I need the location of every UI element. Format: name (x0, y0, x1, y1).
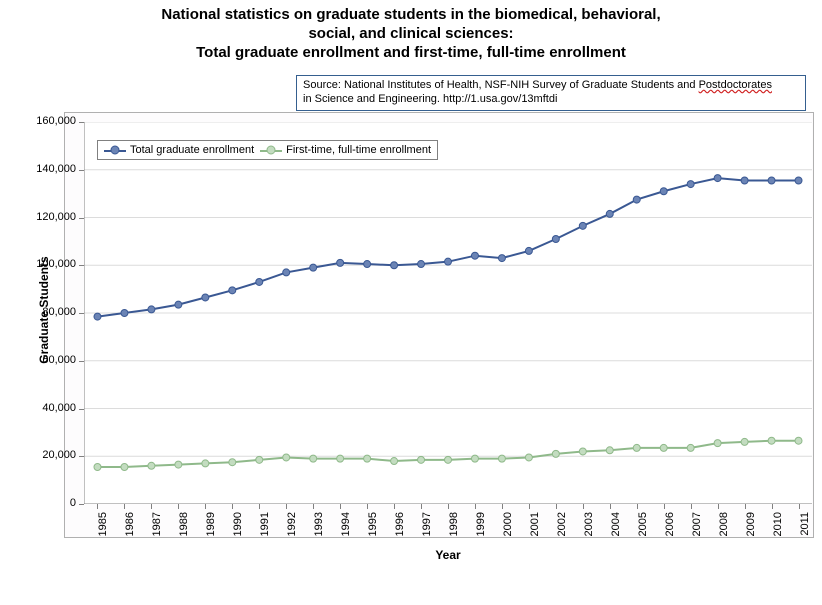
x-tick-mark (745, 504, 746, 509)
legend-label: Total graduate enrollment (130, 144, 254, 156)
x-tick-mark (691, 504, 692, 509)
x-tick-label: 2003 (583, 512, 595, 542)
y-tick-mark (79, 504, 84, 505)
x-tick-mark (367, 504, 368, 509)
x-tick-label: 1997 (421, 512, 433, 542)
x-tick-mark (313, 504, 314, 509)
x-tick-mark (394, 504, 395, 509)
x-tick-label: 1990 (232, 512, 244, 542)
legend-swatch (104, 145, 126, 155)
y-tick-label: 140,000 (26, 163, 76, 175)
title-line3: Total graduate enrollment and first-time… (196, 44, 626, 61)
x-tick-mark (772, 504, 773, 509)
x-tick-label: 1994 (340, 512, 352, 542)
y-tick-mark (79, 313, 84, 314)
x-tick-mark (205, 504, 206, 509)
x-axis-title: Year (84, 548, 812, 562)
x-tick-label: 1986 (124, 512, 136, 542)
y-tick-label: 40,000 (26, 402, 76, 414)
x-tick-mark (421, 504, 422, 509)
x-tick-mark (232, 504, 233, 509)
x-tick-mark (502, 504, 503, 509)
y-tick-mark (79, 456, 84, 457)
y-tick-mark (79, 122, 84, 123)
source-citation: Source: National Institutes of Health, N… (296, 75, 806, 111)
x-tick-label: 1989 (205, 512, 217, 542)
legend-swatch (260, 145, 282, 155)
x-tick-label: 2006 (664, 512, 676, 542)
x-tick-label: 2008 (718, 512, 730, 542)
y-tick-mark (79, 265, 84, 266)
x-tick-label: 2005 (637, 512, 649, 542)
x-tick-label: 1999 (475, 512, 487, 542)
y-tick-label: 80,000 (26, 306, 76, 318)
x-tick-label: 2009 (745, 512, 757, 542)
x-tick-mark (637, 504, 638, 509)
title-line2: social, and clinical sciences: (308, 25, 513, 42)
x-tick-mark (448, 504, 449, 509)
x-tick-mark (799, 504, 800, 509)
y-tick-label: 160,000 (26, 115, 76, 127)
y-tick-label: 120,000 (26, 211, 76, 223)
x-tick-mark (556, 504, 557, 509)
x-tick-mark (286, 504, 287, 509)
y-tick-label: 100,000 (26, 258, 76, 270)
x-tick-mark (529, 504, 530, 509)
source-line1-prefix: Source: National Institutes of Health, N… (303, 79, 699, 91)
x-tick-mark (583, 504, 584, 509)
x-tick-mark (259, 504, 260, 509)
y-tick-label: 60,000 (26, 354, 76, 366)
x-tick-mark (610, 504, 611, 509)
legend-item: Total graduate enrollment (104, 144, 254, 156)
x-tick-label: 2007 (691, 512, 703, 542)
x-tick-label: 2001 (529, 512, 541, 542)
x-tick-label: 1985 (97, 512, 109, 542)
y-tick-label: 0 (26, 497, 76, 509)
x-tick-label: 1998 (448, 512, 460, 542)
x-tick-mark (178, 504, 179, 509)
chart-title: National statistics on graduate students… (0, 6, 822, 62)
legend: Total graduate enrollment First-time, ful… (97, 140, 438, 160)
x-tick-mark (124, 504, 125, 509)
x-tick-label: 2010 (772, 512, 784, 542)
y-tick-label: 20,000 (26, 449, 76, 461)
plot-area (84, 122, 812, 504)
x-tick-label: 1993 (313, 512, 325, 542)
legend-label: First-time, full-time enrollment (286, 144, 431, 156)
x-tick-label: 1996 (394, 512, 406, 542)
x-tick-mark (664, 504, 665, 509)
y-tick-mark (79, 170, 84, 171)
source-underlined-word: Postdoctorates (699, 79, 772, 91)
x-tick-label: 2000 (502, 512, 514, 542)
y-tick-mark (79, 361, 84, 362)
x-tick-label: 1987 (151, 512, 163, 542)
x-tick-label: 1988 (178, 512, 190, 542)
title-line1: National statistics on graduate students… (161, 6, 660, 23)
x-tick-label: 1995 (367, 512, 379, 542)
x-tick-mark (151, 504, 152, 509)
x-tick-label: 1991 (259, 512, 271, 542)
x-tick-mark (475, 504, 476, 509)
legend-item: First-time, full-time enrollment (260, 144, 431, 156)
x-tick-label: 1992 (286, 512, 298, 542)
x-tick-mark (340, 504, 341, 509)
x-tick-label: 2004 (610, 512, 622, 542)
y-tick-mark (79, 409, 84, 410)
y-tick-mark (79, 218, 84, 219)
x-tick-mark (97, 504, 98, 509)
x-tick-mark (718, 504, 719, 509)
x-tick-label: 2011 (799, 512, 811, 542)
x-tick-label: 2002 (556, 512, 568, 542)
source-line2: in Science and Engineering. http://1.usa… (303, 93, 557, 105)
